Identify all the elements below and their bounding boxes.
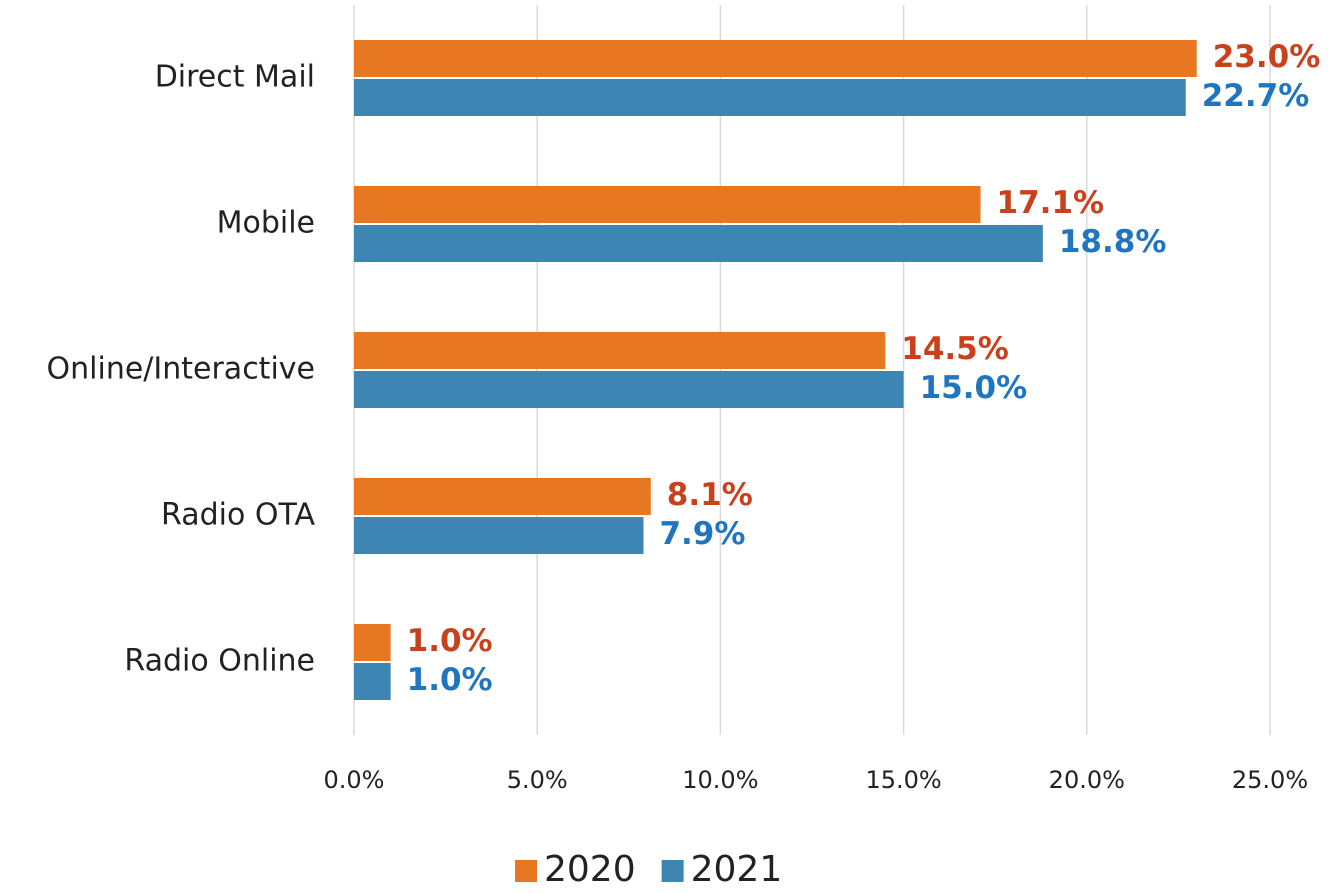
bar	[354, 371, 904, 408]
value-label: 1.0%	[407, 623, 493, 659]
legend-swatch	[661, 860, 684, 882]
bar	[354, 478, 651, 515]
bar	[354, 663, 391, 700]
bar	[354, 332, 886, 369]
category-label: Online/Interactive	[47, 352, 315, 387]
category-label: Radio Online	[124, 644, 315, 679]
value-label: 1.0%	[407, 662, 493, 698]
x-tick-label: 0.0%	[324, 766, 385, 794]
bar	[354, 517, 644, 554]
legend-swatch	[515, 860, 537, 882]
value-label: 23.0%	[1213, 39, 1321, 75]
value-label: 22.7%	[1202, 78, 1310, 114]
bar	[354, 40, 1197, 77]
bar	[354, 79, 1186, 116]
category-label: Direct Mail	[155, 60, 315, 95]
legend-label: 2021	[691, 849, 783, 890]
value-label: 14.5%	[901, 331, 1009, 367]
value-label: 18.8%	[1059, 224, 1167, 260]
x-tick-label: 15.0%	[865, 766, 941, 794]
value-label: 8.1%	[667, 477, 753, 513]
category-label: Mobile	[217, 206, 315, 241]
value-label: 17.1%	[997, 185, 1105, 221]
bar	[354, 186, 981, 223]
x-tick-label: 25.0%	[1232, 766, 1308, 794]
category-label: Radio OTA	[161, 498, 315, 533]
bar	[354, 624, 391, 661]
legend-label: 2020	[544, 849, 636, 890]
x-tick-label: 5.0%	[507, 766, 568, 794]
value-label: 15.0%	[920, 370, 1028, 406]
value-label: 7.9%	[659, 516, 745, 552]
x-tick-label: 10.0%	[682, 766, 758, 794]
x-tick-label: 20.0%	[1049, 766, 1125, 794]
bar	[354, 225, 1043, 262]
